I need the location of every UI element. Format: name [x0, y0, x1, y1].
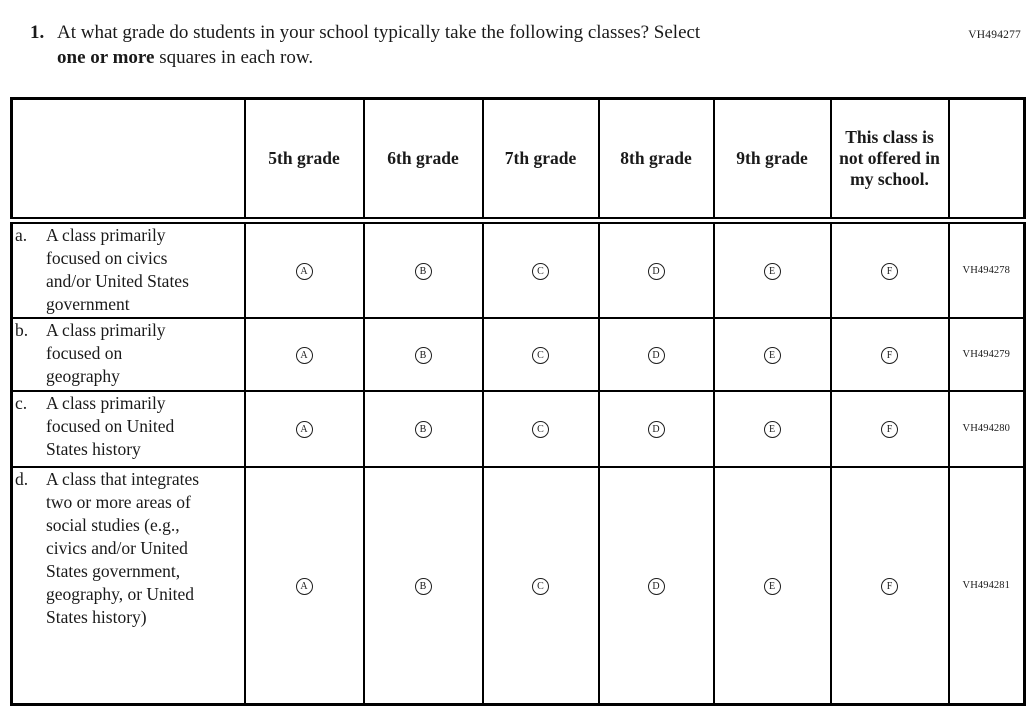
table-row-c: c. A class primarily focused on United S…: [10, 389, 1026, 468]
header-empty-cell: [10, 97, 246, 224]
option-bubble-b[interactable]: B: [414, 262, 432, 280]
option-cell: A: [243, 219, 365, 319]
question-number: 1.: [30, 22, 45, 43]
column-header-8th-grade: 8th grade: [597, 97, 715, 224]
row-letter: b.: [15, 319, 29, 340]
option-bubble-e[interactable]: E: [763, 346, 781, 364]
row-letter: d.: [15, 468, 29, 489]
option-bubble-f[interactable]: F: [881, 262, 898, 280]
option-cell: D: [597, 219, 715, 319]
column-header-9th-grade: 9th grade: [712, 97, 832, 224]
option-bubble-a[interactable]: A: [295, 577, 313, 595]
option-bubble-a[interactable]: A: [295, 346, 313, 364]
option-bubble-b[interactable]: B: [414, 346, 432, 364]
row-label: A class primarily focused on civics and/…: [46, 225, 189, 314]
option-cell: D: [597, 389, 715, 468]
option-bubble-c[interactable]: C: [532, 262, 549, 280]
table-row-b: b. A class primarily focused on geograph…: [10, 316, 1026, 392]
option-bubble-f[interactable]: F: [881, 577, 898, 595]
option-bubble-e[interactable]: E: [763, 262, 781, 280]
option-cell: B: [362, 316, 484, 392]
option-cell: F: [829, 465, 950, 706]
option-bubble-d[interactable]: D: [647, 346, 665, 364]
option-bubble-c[interactable]: C: [532, 577, 549, 595]
question-text-after: squares in each row.: [154, 47, 314, 68]
row-label-cell: c. A class primarily focused on United S…: [10, 389, 246, 468]
option-bubble-c[interactable]: C: [532, 346, 549, 364]
option-cell: B: [362, 219, 484, 319]
question-text-line1: At what grade do students in your school…: [57, 22, 701, 43]
option-cell: F: [829, 219, 950, 319]
column-header-5th-grade: 5th grade: [243, 97, 365, 224]
grade-matrix-table: 5th grade 6th grade 7th grade 8th grade …: [10, 97, 1026, 706]
row-label: A class that integrates two or more area…: [46, 468, 200, 627]
option-bubble-d[interactable]: D: [647, 421, 665, 438]
option-cell: C: [481, 389, 600, 468]
option-cell: A: [243, 316, 365, 392]
option-cell: A: [243, 465, 365, 706]
option-bubble-f[interactable]: F: [881, 346, 898, 364]
row-code: VH494278: [947, 219, 1026, 319]
option-bubble-f[interactable]: F: [881, 421, 898, 438]
option-cell: D: [597, 465, 715, 706]
row-label-cell: d. A class that integrates two or more a…: [10, 465, 246, 706]
option-bubble-d[interactable]: D: [647, 262, 665, 280]
option-bubble-d[interactable]: D: [647, 577, 665, 595]
header-code-cell: [947, 97, 1026, 224]
column-header-not-offered: This class is not offered in my school.: [829, 97, 950, 224]
row-label: A class primarily focused on United Stat…: [46, 392, 175, 459]
option-cell: E: [712, 389, 832, 468]
option-cell: A: [243, 389, 365, 468]
option-cell: B: [362, 465, 484, 706]
option-cell: C: [481, 219, 600, 319]
option-bubble-a[interactable]: A: [295, 262, 313, 280]
option-cell: E: [712, 465, 832, 706]
table-header-row: 5th grade 6th grade 7th grade 8th grade …: [10, 97, 1026, 224]
question-text: At what grade do students in your school…: [57, 20, 700, 70]
option-cell: F: [829, 389, 950, 468]
option-bubble-a[interactable]: A: [295, 421, 313, 438]
option-cell: C: [481, 316, 600, 392]
row-label-cell: a. A class primarily focused on civics a…: [10, 219, 246, 319]
option-cell: E: [712, 219, 832, 319]
row-code: VH494279: [947, 316, 1026, 392]
column-header-7th-grade: 7th grade: [481, 97, 600, 224]
form-code: VH494277: [968, 29, 1021, 41]
option-cell: C: [481, 465, 600, 706]
option-bubble-c[interactable]: C: [532, 421, 549, 438]
option-bubble-e[interactable]: E: [763, 577, 781, 595]
option-cell: F: [829, 316, 950, 392]
table-row-d: d. A class that integrates two or more a…: [10, 465, 1026, 706]
row-letter: c.: [15, 392, 28, 413]
table-row-a: a. A class primarily focused on civics a…: [10, 219, 1026, 319]
option-cell: B: [362, 389, 484, 468]
option-bubble-b[interactable]: B: [414, 421, 432, 438]
question-text-bold: one or more: [57, 47, 155, 68]
row-label: A class primarily focused on geography: [46, 319, 166, 386]
row-letter: a.: [15, 225, 28, 245]
option-bubble-e[interactable]: E: [763, 421, 781, 438]
option-cell: E: [712, 316, 832, 392]
column-header-6th-grade: 6th grade: [362, 97, 484, 224]
row-label-cell: b. A class primarily focused on geograph…: [10, 316, 246, 392]
row-code: VH494280: [947, 389, 1026, 468]
question-block: 1. At what grade do students in your sch…: [30, 20, 930, 70]
option-cell: D: [597, 316, 715, 392]
option-bubble-b[interactable]: B: [414, 577, 432, 595]
row-code: VH494281: [947, 465, 1026, 706]
